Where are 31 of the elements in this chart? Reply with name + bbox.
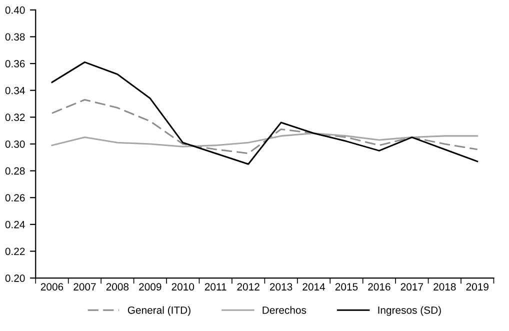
- x-tick-label: 2014: [302, 283, 326, 291]
- line-series: [51, 98, 478, 154]
- x-tick-label: 2007: [74, 283, 96, 291]
- y-tick-label: 0.40: [5, 6, 25, 14]
- y-tick-label: 0.38: [5, 33, 25, 41]
- line-series: [51, 132, 478, 148]
- x-tick-label: 2013: [270, 283, 292, 291]
- x-tick-label: 2011: [204, 283, 226, 291]
- legend-label: Ingresos (SD): [378, 306, 441, 316]
- x-tick-label: 2010: [172, 283, 194, 291]
- y-tick-label: 0.36: [5, 60, 25, 68]
- x-tick-label: 2017: [400, 283, 423, 291]
- legend-label: General (ITD): [128, 306, 190, 316]
- x-tick-label: 2015: [335, 283, 358, 291]
- x-tick-label: 2006: [40, 283, 64, 291]
- y-tick-label: 0.20: [5, 274, 25, 282]
- x-tick-label: 2016: [368, 283, 390, 291]
- line-series: [51, 61, 478, 165]
- x-tick-label: 2012: [237, 283, 260, 291]
- y-tick-label: 0.32: [5, 114, 25, 122]
- y-tick-label: 0.22: [5, 248, 25, 256]
- legend-label: Derechos: [262, 306, 306, 314]
- y-tick-label: 0.26: [5, 194, 25, 202]
- y-tick-label: 0.30: [5, 140, 25, 148]
- x-tick-label: 2008: [106, 283, 129, 291]
- x-tick-label: 2009: [139, 283, 162, 291]
- y-tick-label: 0.24: [5, 220, 25, 228]
- y-tick-label: 0.28: [5, 167, 25, 175]
- x-tick-label: 2019: [466, 283, 488, 291]
- y-tick-label: 0.34: [5, 86, 25, 94]
- x-tick-label: 2018: [434, 283, 456, 291]
